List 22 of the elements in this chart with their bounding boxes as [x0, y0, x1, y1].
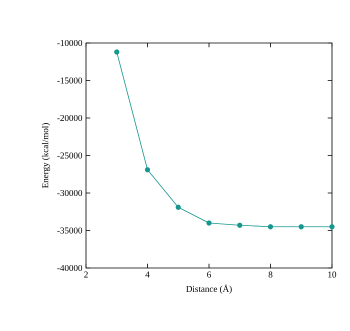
point [176, 204, 181, 210]
point [268, 224, 274, 230]
y-tick-label: -10000 [57, 40, 82, 46]
point [206, 220, 212, 226]
y-tick-label: -35000 [57, 227, 82, 234]
point [144, 167, 150, 172]
x-tick-label: 4 [145, 272, 150, 278]
point [237, 222, 242, 228]
y-tick-label: -15000 [57, 77, 82, 84]
y-tick-label: -40000 [57, 264, 82, 272]
y-tick-label: -20000 [57, 114, 82, 122]
x-axis-title: Distance (Å) [186, 284, 232, 294]
x-tick-label: 6 [207, 272, 211, 278]
x-tick-label: 10 [328, 272, 336, 278]
x-tick-label: 8 [268, 272, 272, 278]
y-tick-label: -30000 [57, 190, 82, 196]
point [114, 49, 120, 55]
y-axis-title: Energy (kcal/mol) [42, 123, 50, 188]
point [329, 224, 335, 230]
point [298, 224, 304, 230]
x-tick-label: 2 [84, 272, 88, 278]
y-tick-label: -25000 [57, 152, 82, 159]
